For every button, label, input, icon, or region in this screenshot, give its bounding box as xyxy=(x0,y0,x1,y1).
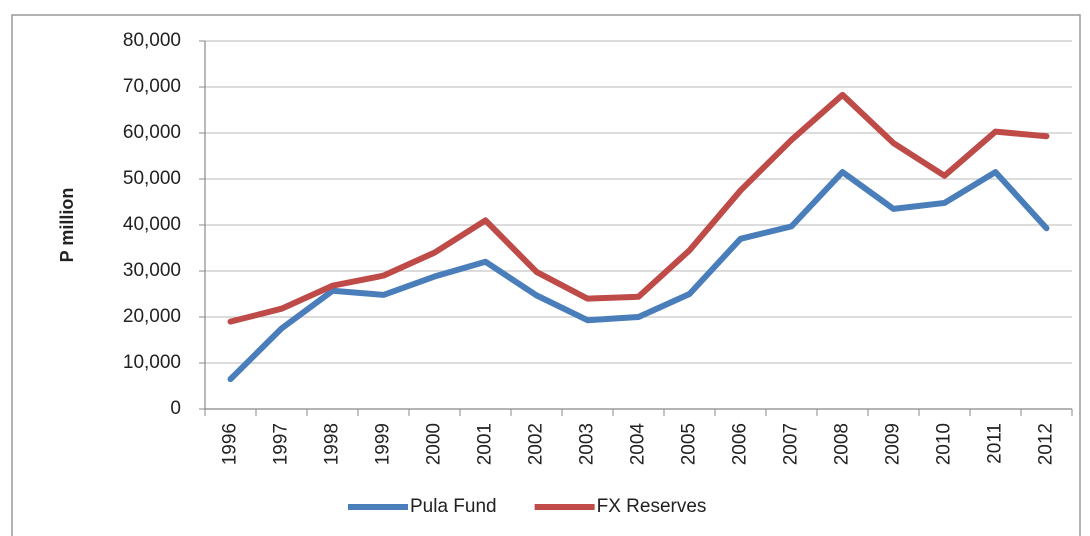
x-tick-label: 2011 xyxy=(985,423,1006,464)
x-tick-label: 2003 xyxy=(577,423,598,465)
y-tick-label: 20,000 xyxy=(123,306,181,327)
y-tick-label: 30,000 xyxy=(123,260,181,281)
y-tick-label: 40,000 xyxy=(123,214,181,235)
x-tick-label: 2009 xyxy=(883,423,904,465)
x-tick-label: 1997 xyxy=(271,423,292,465)
y-tick-label: 10,000 xyxy=(123,352,181,373)
line-series xyxy=(227,169,1050,383)
x-tick-label: 2008 xyxy=(832,423,853,465)
x-tick-label: 1996 xyxy=(220,423,241,465)
x-tick-label: 1999 xyxy=(373,423,394,465)
x-tick-label: 2007 xyxy=(781,423,802,465)
y-tick-label: 60,000 xyxy=(123,122,181,143)
legend-label: FX Reserves xyxy=(597,496,707,517)
x-tick-label: 2004 xyxy=(628,423,649,466)
x-tick-label: 2006 xyxy=(730,423,751,465)
y-tick-label: 0 xyxy=(170,398,181,419)
y-tick-label: 70,000 xyxy=(123,76,181,97)
x-tick-label: 1998 xyxy=(322,423,343,465)
y-axis-label: P million xyxy=(57,188,77,263)
x-tick-label: 2005 xyxy=(679,423,700,465)
y-tick-label: 80,000 xyxy=(123,30,181,51)
x-tick-label: 2012 xyxy=(1036,423,1057,465)
x-tick-label: 2002 xyxy=(526,423,547,465)
line-series xyxy=(227,91,1050,325)
y-tick-label: 50,000 xyxy=(123,168,181,189)
x-tick-label: 2001 xyxy=(475,423,496,465)
x-tick-label: 2010 xyxy=(934,423,955,465)
legend-label: Pula Fund xyxy=(410,496,497,517)
x-tick-label: 2000 xyxy=(424,423,445,465)
